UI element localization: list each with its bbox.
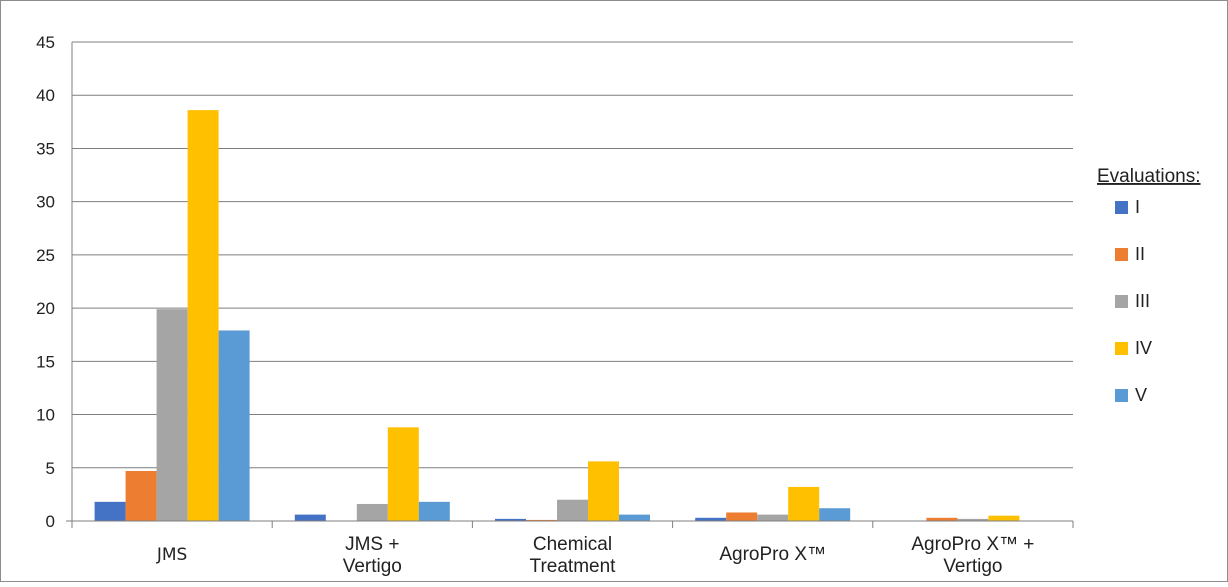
bars bbox=[94, 110, 1020, 521]
bar-iii-5 bbox=[957, 518, 989, 521]
bar-iv-4 bbox=[788, 486, 820, 521]
legend-swatch-i bbox=[1115, 201, 1128, 214]
x-category-label: AgroPro X™ bbox=[719, 544, 826, 565]
axes: 0 5 10 15 20 25 30 35 40 45 JMS JMS + Vertigo Chemica… bbox=[36, 33, 1074, 577]
legend-swatch-ii bbox=[1115, 248, 1128, 261]
y-tick-label: 10 bbox=[36, 406, 55, 425]
bar-i-4 bbox=[695, 517, 727, 521]
y-tick-label: 20 bbox=[36, 299, 55, 318]
bar-ii-5 bbox=[926, 517, 958, 521]
bar-i-3 bbox=[495, 518, 526, 521]
legend-label-iv: IV bbox=[1135, 338, 1152, 358]
bar-v-2 bbox=[418, 501, 450, 521]
bar-v-1 bbox=[218, 330, 250, 521]
legend-swatch-v bbox=[1115, 389, 1128, 402]
bar-i-1 bbox=[94, 501, 126, 521]
legend-label-i: I bbox=[1135, 197, 1140, 217]
x-category-label: AgroPro X™ + Vertigo bbox=[911, 534, 1034, 577]
x-category-label: JMS bbox=[156, 545, 187, 565]
y-tick-label: 25 bbox=[36, 246, 55, 265]
bar-v-4 bbox=[819, 508, 851, 521]
bar-iii-3 bbox=[557, 499, 588, 521]
bar-iv-2 bbox=[387, 427, 419, 521]
legend-title: Evaluations: bbox=[1097, 166, 1201, 187]
bar-ii-3 bbox=[526, 519, 557, 521]
bar-iv-5 bbox=[988, 515, 1020, 521]
y-tick-label: 35 bbox=[36, 139, 55, 158]
bar-iii-1 bbox=[156, 309, 188, 521]
x-category-label: Chemical Treatment bbox=[530, 534, 617, 577]
y-tick-label: 40 bbox=[36, 86, 55, 105]
legend-label-iii: III bbox=[1135, 291, 1150, 311]
bar-iv-3 bbox=[588, 461, 619, 521]
y-tick-label: 45 bbox=[36, 33, 55, 52]
y-tick-label: 0 bbox=[46, 512, 55, 531]
legend-label-ii: II bbox=[1135, 244, 1145, 264]
x-category-label: JMS + Vertigo bbox=[343, 534, 402, 577]
bar-i-2 bbox=[294, 514, 326, 521]
legend-swatch-iv bbox=[1115, 342, 1128, 355]
legend-label-v: V bbox=[1135, 385, 1147, 405]
bar-iii-4 bbox=[757, 514, 789, 521]
y-tick-label: 5 bbox=[46, 459, 55, 478]
bar-iv-1 bbox=[187, 110, 219, 521]
y-tick-label: 30 bbox=[36, 193, 55, 212]
y-tick-label: 15 bbox=[36, 352, 55, 371]
legend-swatch-iii bbox=[1115, 295, 1128, 308]
bar-ii-4 bbox=[726, 512, 758, 521]
bar-iii-2 bbox=[356, 503, 388, 521]
bar-ii-1 bbox=[125, 470, 157, 521]
bar-v-3 bbox=[619, 514, 650, 521]
